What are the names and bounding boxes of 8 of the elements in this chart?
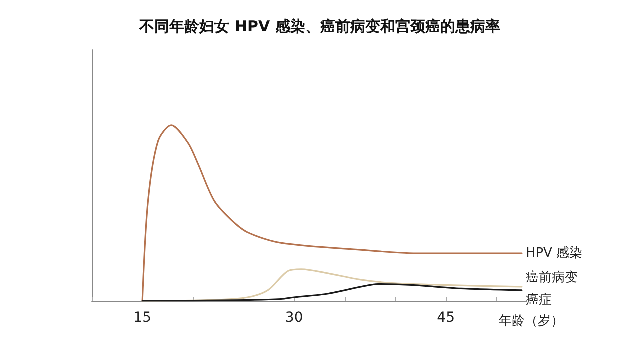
series-label: 癌前病变 (526, 270, 578, 286)
chart-title: 不同年龄妇女 HPV 感染、癌前病变和宫颈癌的患病率 (138, 18, 500, 36)
x-tick-label: 45 (437, 310, 455, 326)
series-label: 癌症 (526, 292, 552, 308)
x-tick-label: 15 (134, 310, 152, 326)
x-tick-label: 30 (285, 310, 304, 326)
x-axis-title: 年龄（岁） (499, 314, 564, 329)
series-label: HPV 感染 (526, 246, 583, 262)
